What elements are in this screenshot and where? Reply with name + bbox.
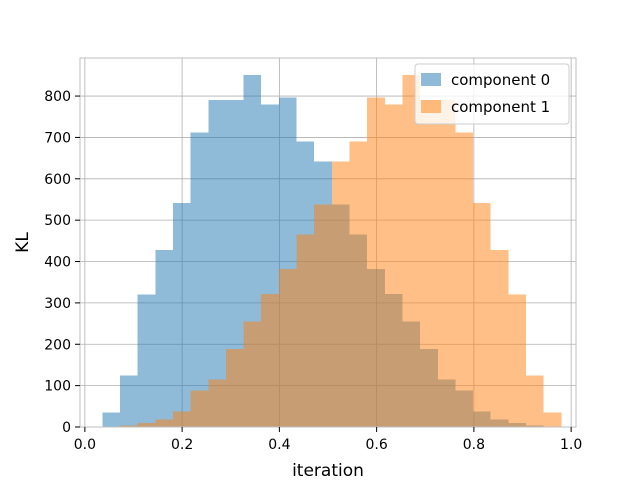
legend-box <box>414 63 570 125</box>
x-tick-label-3: 0.6 <box>365 437 387 453</box>
histogram-bars <box>102 74 562 428</box>
bar-component-1-bin-9 <box>261 293 279 427</box>
bar-component-1-bin-7 <box>225 349 244 427</box>
bar-component-1-bin-19 <box>437 99 456 428</box>
x-axis-ticks: 0.0 0.2 0.4 0.6 0.8 1.0 <box>74 427 582 453</box>
bar-component-0-bin-1 <box>120 375 138 427</box>
x-tick-label-0: 0.0 <box>74 437 96 453</box>
bar-component-1-bin-15 <box>367 97 385 428</box>
bar-component-1-bin-17 <box>402 74 421 428</box>
bar-component-0-bin-6 <box>208 99 226 428</box>
y-tick-label-7: 700 <box>44 130 71 146</box>
legend-swatch-component-1 <box>421 100 441 113</box>
legend-label-component-1: component 1 <box>451 98 550 116</box>
y-axis-label: KL <box>13 232 33 253</box>
x-tick-label-1: 0.2 <box>171 437 193 453</box>
bar-component-1-bin-14 <box>349 141 368 427</box>
y-tick-label-5: 500 <box>44 213 71 229</box>
bar-component-0-bin-7 <box>225 100 244 427</box>
y-tick-label-1: 100 <box>44 379 71 395</box>
y-axis-ticks: 0 100 200 300 400 500 600 700 800 <box>44 89 80 436</box>
bar-component-0-bin-5 <box>190 132 209 427</box>
bar-component-1-bin-25 <box>543 412 562 427</box>
bar-component-1-bin-22 <box>490 249 509 427</box>
bar-component-1-bin-13 <box>331 161 350 427</box>
plot-frame <box>79 57 577 428</box>
bar-component-1-bin-5 <box>190 390 209 427</box>
bar-component-1-bin-2 <box>137 422 156 427</box>
y-tick-label-3: 300 <box>44 296 71 312</box>
x-tick-label-5: 1.0 <box>560 437 582 453</box>
x-tick-label-4: 0.8 <box>463 437 485 453</box>
bar-component-1-bin-1 <box>120 425 138 427</box>
bar-component-0-bin-2 <box>137 294 156 427</box>
bar-component-1-bin-10 <box>278 268 297 427</box>
y-tick-label-8: 800 <box>44 89 71 105</box>
bar-component-1-bin-21 <box>473 202 491 427</box>
bar-component-1-bin-23 <box>508 294 527 427</box>
legend: component 0 component 1 <box>414 63 570 125</box>
y-tick-label-0: 0 <box>62 420 71 436</box>
legend-swatch-component-0 <box>421 73 441 86</box>
bar-component-1-bin-16 <box>384 104 403 427</box>
bar-component-1-bin-24 <box>526 375 544 427</box>
x-axis-label: iteration <box>292 461 364 480</box>
bar-component-1-bin-20 <box>455 132 474 427</box>
bar-component-1-bin-6 <box>208 379 226 427</box>
y-tick-label-6: 600 <box>44 172 71 188</box>
bar-component-1-bin-8 <box>243 321 262 427</box>
bar-component-0-bin-4 <box>172 202 191 427</box>
legend-label-component-0: component 0 <box>451 71 550 89</box>
x-tick-label-2: 0.4 <box>268 437 290 453</box>
bar-component-1-bin-12 <box>314 204 332 427</box>
bar-component-1-bin-3 <box>155 419 173 427</box>
bar-component-1-bin-11 <box>296 234 315 427</box>
series-component-1 <box>102 74 562 428</box>
bar-component-1-bin-4 <box>172 411 191 427</box>
bar-component-0-bin-3 <box>155 249 173 427</box>
y-tick-label-2: 200 <box>44 337 71 353</box>
bar-component-1-bin-18 <box>420 100 438 427</box>
y-tick-label-4: 400 <box>44 255 71 271</box>
bar-component-0-bin-0 <box>102 412 121 427</box>
